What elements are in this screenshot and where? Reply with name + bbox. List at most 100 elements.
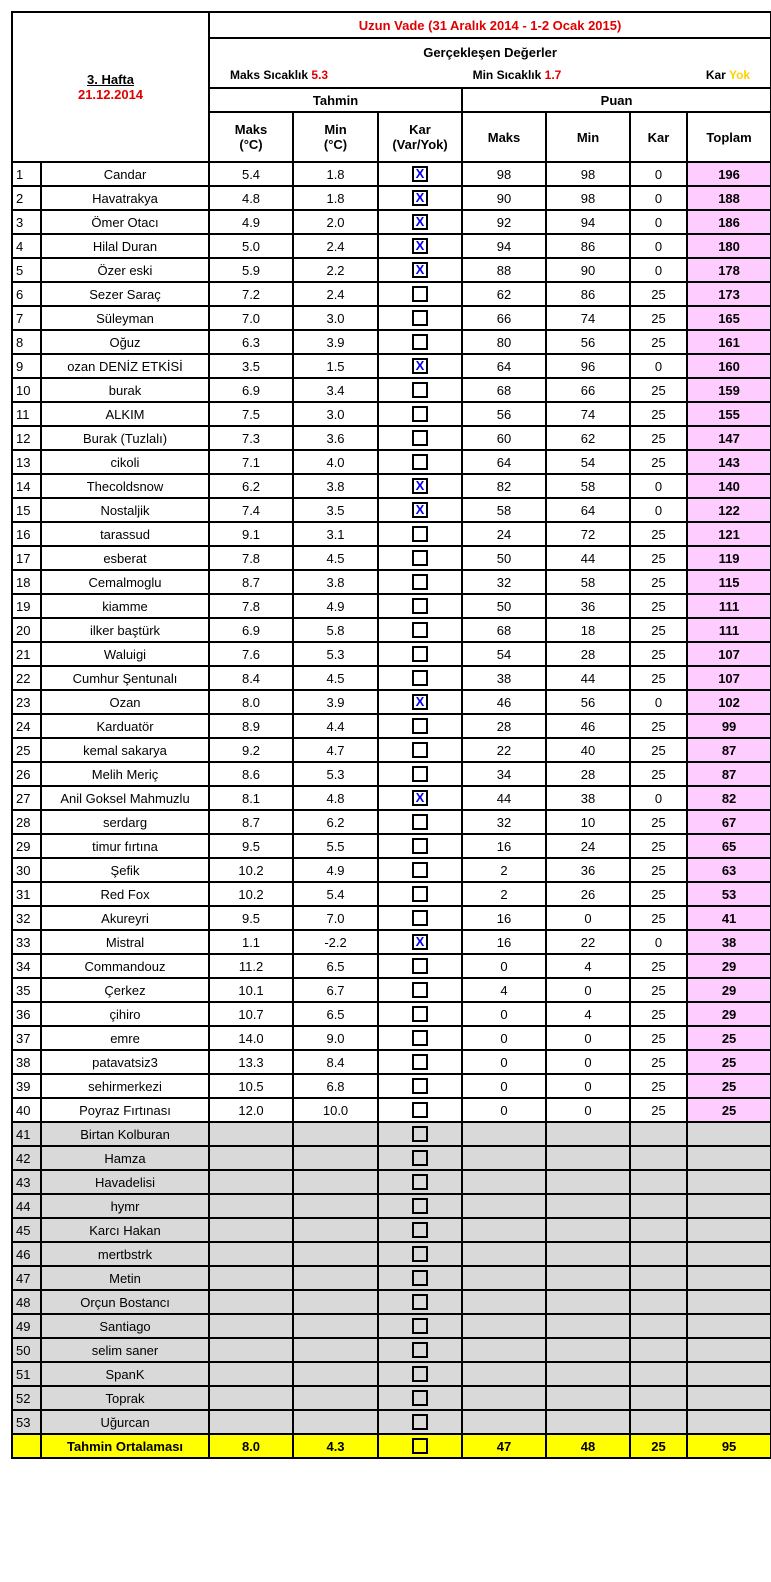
checkbox[interactable] xyxy=(412,1246,429,1263)
forecast-snow[interactable]: X xyxy=(377,353,464,379)
forecast-snow[interactable] xyxy=(377,737,464,763)
checkbox[interactable] xyxy=(412,1174,429,1191)
checkbox[interactable] xyxy=(412,862,429,879)
forecast-snow[interactable] xyxy=(377,1145,464,1171)
checkbox[interactable] xyxy=(412,382,429,399)
checked-checkbox[interactable]: X xyxy=(412,478,429,495)
forecast-snow[interactable]: X xyxy=(377,209,464,235)
forecast-snow[interactable] xyxy=(377,1361,464,1387)
forecast-snow[interactable] xyxy=(377,881,464,907)
forecast-snow[interactable] xyxy=(377,665,464,691)
checked-checkbox[interactable]: X xyxy=(412,262,429,279)
forecast-snow[interactable] xyxy=(377,1193,464,1219)
checkbox[interactable] xyxy=(412,526,429,543)
forecast-snow[interactable] xyxy=(377,281,464,307)
checked-checkbox[interactable]: X xyxy=(412,502,429,519)
checked-checkbox[interactable]: X xyxy=(412,166,429,183)
forecast-snow[interactable] xyxy=(377,1313,464,1339)
forecast-snow[interactable]: X xyxy=(377,497,464,523)
forecast-snow[interactable]: X xyxy=(377,161,464,187)
forecast-snow[interactable] xyxy=(377,833,464,859)
forecast-snow[interactable] xyxy=(377,569,464,595)
forecast-snow[interactable] xyxy=(377,1073,464,1099)
checkbox[interactable] xyxy=(412,958,429,975)
checkbox[interactable] xyxy=(412,1150,429,1167)
checkbox[interactable] xyxy=(412,1366,429,1383)
forecast-snow[interactable]: X xyxy=(377,785,464,811)
forecast-snow[interactable] xyxy=(377,1289,464,1315)
forecast-snow[interactable] xyxy=(377,953,464,979)
checkbox[interactable] xyxy=(412,814,429,831)
forecast-snow[interactable] xyxy=(377,1217,464,1243)
checkbox[interactable] xyxy=(412,646,429,663)
forecast-snow[interactable] xyxy=(377,617,464,643)
checkbox[interactable] xyxy=(412,454,429,471)
forecast-snow[interactable] xyxy=(377,1265,464,1291)
checkbox[interactable] xyxy=(412,1126,429,1143)
checkbox[interactable] xyxy=(412,1294,429,1311)
forecast-snow[interactable] xyxy=(377,1241,464,1267)
forecast-snow[interactable] xyxy=(377,377,464,403)
checkbox[interactable] xyxy=(412,622,429,639)
checkbox[interactable] xyxy=(412,766,429,783)
forecast-snow[interactable] xyxy=(377,1121,464,1147)
checkbox[interactable] xyxy=(412,1198,429,1215)
forecast-snow[interactable]: X xyxy=(377,185,464,211)
forecast-snow[interactable] xyxy=(377,761,464,787)
forecast-snow[interactable] xyxy=(377,1097,464,1123)
forecast-snow[interactable]: X xyxy=(377,929,464,955)
checkbox[interactable] xyxy=(412,1414,429,1431)
forecast-snow[interactable] xyxy=(377,905,464,931)
checkbox[interactable] xyxy=(412,1390,429,1407)
forecast-snow[interactable] xyxy=(377,977,464,1003)
checkbox[interactable] xyxy=(412,1222,429,1239)
forecast-snow[interactable]: X xyxy=(377,473,464,499)
checked-checkbox[interactable]: X xyxy=(412,214,429,231)
forecast-snow[interactable] xyxy=(377,857,464,883)
checkbox[interactable] xyxy=(412,406,429,423)
forecast-snow[interactable] xyxy=(377,425,464,451)
checkbox[interactable] xyxy=(412,910,429,927)
checkbox[interactable] xyxy=(412,310,429,327)
checkbox[interactable] xyxy=(412,1342,429,1359)
forecast-snow[interactable] xyxy=(377,1169,464,1195)
checked-checkbox[interactable]: X xyxy=(412,790,429,807)
forecast-snow[interactable] xyxy=(377,449,464,475)
forecast-snow[interactable] xyxy=(377,1337,464,1363)
forecast-snow[interactable] xyxy=(377,1049,464,1075)
forecast-snow[interactable] xyxy=(377,1025,464,1051)
checked-checkbox[interactable]: X xyxy=(412,190,429,207)
checked-checkbox[interactable]: X xyxy=(412,934,429,951)
checkbox[interactable] xyxy=(412,286,429,303)
forecast-snow[interactable] xyxy=(377,305,464,331)
checkbox[interactable] xyxy=(412,982,429,999)
checkbox[interactable] xyxy=(412,430,429,447)
checkbox[interactable] xyxy=(412,670,429,687)
checkbox[interactable] xyxy=(412,598,429,615)
forecast-snow[interactable] xyxy=(377,401,464,427)
forecast-snow[interactable] xyxy=(377,1409,464,1435)
checkbox[interactable] xyxy=(412,1102,429,1119)
forecast-snow[interactable]: X xyxy=(377,689,464,715)
checkbox[interactable] xyxy=(412,1270,429,1287)
forecast-snow[interactable] xyxy=(377,593,464,619)
forecast-snow[interactable] xyxy=(377,1385,464,1411)
checkbox[interactable] xyxy=(412,742,429,759)
checkbox[interactable] xyxy=(412,838,429,855)
checkbox[interactable] xyxy=(412,334,429,351)
checkbox[interactable] xyxy=(412,718,429,735)
checkbox[interactable] xyxy=(412,886,429,903)
forecast-snow[interactable] xyxy=(377,521,464,547)
checked-checkbox[interactable]: X xyxy=(412,694,429,711)
forecast-snow[interactable] xyxy=(377,545,464,571)
forecast-snow[interactable]: X xyxy=(377,233,464,259)
forecast-snow[interactable] xyxy=(377,713,464,739)
checkbox[interactable] xyxy=(412,1318,429,1335)
checkbox[interactable] xyxy=(412,1438,429,1455)
checkbox[interactable] xyxy=(412,1006,429,1023)
checked-checkbox[interactable]: X xyxy=(412,238,429,255)
checkbox[interactable] xyxy=(412,1054,429,1071)
checkbox[interactable] xyxy=(412,1078,429,1095)
forecast-snow[interactable] xyxy=(377,641,464,667)
checkbox[interactable] xyxy=(412,550,429,567)
